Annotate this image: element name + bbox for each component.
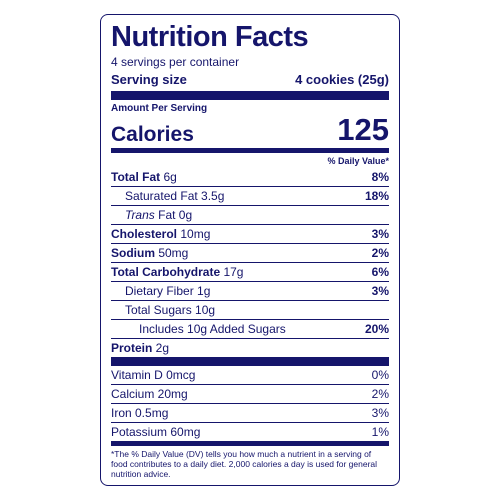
nutrient-row: Trans Fat 0g	[111, 206, 389, 224]
nutrient-row: Includes 10g Added Sugars 20%	[111, 320, 389, 338]
vitamin-row: Potassium 60mg 1%	[111, 423, 389, 441]
nutrient-row: Sodium 50mg 2%	[111, 244, 389, 262]
nutrient-dv: 6%	[372, 265, 389, 279]
nutrient-name: Cholesterol 10mg	[111, 227, 210, 241]
calories-label: Calories	[111, 124, 194, 145]
vitamin-dv: 2%	[372, 387, 389, 401]
nutrient-dv: 8%	[372, 170, 389, 184]
nutrient-row: Protein 2g	[111, 339, 389, 357]
calories-value: 125	[337, 114, 389, 145]
nutrient-name: Includes 10g Added Sugars	[111, 322, 286, 336]
nutrient-name: Sodium 50mg	[111, 246, 188, 260]
nutrient-name: Saturated Fat 3.5g	[111, 189, 224, 203]
vitamin-name: Calcium 20mg	[111, 387, 188, 401]
calories-row: Calories 125	[111, 114, 389, 145]
nutrient-dv: 2%	[372, 246, 389, 260]
nutrient-dv: 18%	[365, 189, 389, 203]
nutrient-name: Dietary Fiber 1g	[111, 284, 210, 298]
serving-size-row: Serving size 4 cookies (25g)	[111, 72, 389, 87]
nutrient-row: Cholesterol 10mg 3%	[111, 225, 389, 243]
rule-medium-2	[111, 441, 389, 446]
vitamin-nutrients: Vitamin D 0mcg 0% Calcium 20mg 2% Iron 0.5mg…	[111, 366, 389, 441]
nutrient-dv: 20%	[365, 322, 389, 336]
nutrient-row: Total Fat 6g 8%	[111, 168, 389, 186]
main-nutrients: Total Fat 6g 8% Saturated Fat 3.5g 18% Trans…	[111, 168, 389, 357]
nutrient-name: Protein 2g	[111, 341, 169, 355]
nutrient-dv: 3%	[372, 227, 389, 241]
nutrient-name: Total Sugars 10g	[111, 303, 215, 317]
servings-per-container: 4 servings per container	[111, 54, 389, 71]
nutrient-row: Total Carbohydrate 17g 6%	[111, 263, 389, 281]
nutrition-facts-label: Nutrition Facts 4 servings per container…	[100, 14, 400, 486]
rule-thick	[111, 91, 389, 100]
title: Nutrition Facts	[111, 23, 389, 52]
nutrient-name: Trans Fat 0g	[111, 208, 192, 222]
vitamin-name: Iron 0.5mg	[111, 406, 168, 420]
serving-size-label: Serving size	[111, 72, 187, 87]
vitamin-row: Vitamin D 0mcg 0%	[111, 366, 389, 384]
nutrient-name: Total Carbohydrate 17g	[111, 265, 243, 279]
nutrient-dv: 3%	[372, 284, 389, 298]
vitamin-name: Vitamin D 0mcg	[111, 368, 195, 382]
nutrient-name: Total Fat 6g	[111, 170, 177, 184]
dv-header: % Daily Value*	[111, 156, 389, 166]
vitamin-row: Calcium 20mg 2%	[111, 385, 389, 403]
nutrient-row: Dietary Fiber 1g 3%	[111, 282, 389, 300]
footnote: *The % Daily Value (DV) tells you how mu…	[111, 449, 389, 480]
rule-medium	[111, 148, 389, 153]
nutrient-row: Total Sugars 10g	[111, 301, 389, 319]
rule-thick-2	[111, 357, 389, 366]
vitamin-dv: 3%	[372, 406, 389, 420]
vitamin-name: Potassium 60mg	[111, 425, 200, 439]
vitamin-dv: 1%	[372, 425, 389, 439]
nutrient-row: Saturated Fat 3.5g 18%	[111, 187, 389, 205]
vitamin-dv: 0%	[372, 368, 389, 382]
serving-size-value: 4 cookies (25g)	[295, 72, 389, 87]
vitamin-row: Iron 0.5mg 3%	[111, 404, 389, 422]
